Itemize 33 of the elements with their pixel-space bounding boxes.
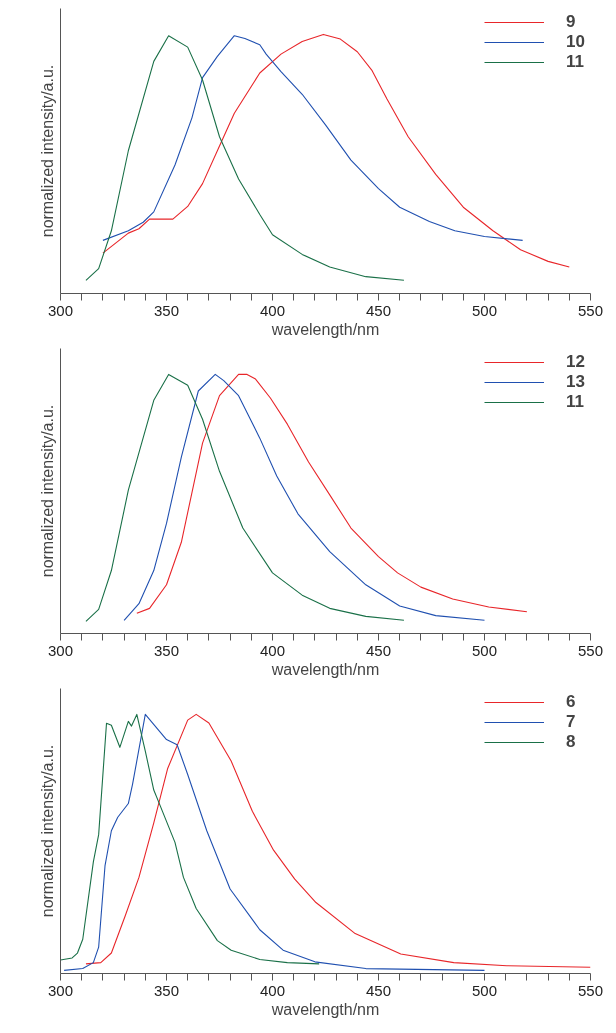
legend-label: 7 xyxy=(566,712,577,732)
x-axis-title: wavelength/nm xyxy=(270,320,380,338)
legend-label: 13 xyxy=(566,372,586,392)
x-tick-label: 400 xyxy=(259,641,286,659)
x-tick-label: 300 xyxy=(47,641,74,659)
x-tick-label: 500 xyxy=(471,641,498,659)
x-axis-title: wavelength/nm xyxy=(270,1000,380,1018)
legend-label: 8 xyxy=(566,732,577,752)
x-tick-label: 350 xyxy=(153,981,180,999)
x-tick-label: 450 xyxy=(365,641,392,659)
x-tick-label: 350 xyxy=(153,641,180,659)
legend-label: 6 xyxy=(566,692,577,712)
x-tick-label: 550 xyxy=(577,981,604,999)
y-axis-title: normalized intensity/a.u. xyxy=(38,64,56,238)
x-tick-label: 450 xyxy=(365,981,392,999)
x-tick-label: 550 xyxy=(577,641,604,659)
x-tick-label: 500 xyxy=(471,301,498,319)
x-axis-title: wavelength/nm xyxy=(270,660,380,678)
x-tick-label: 400 xyxy=(259,301,286,319)
x-tick-label: 450 xyxy=(365,301,392,319)
x-tick-label: 550 xyxy=(577,301,604,319)
x-tick-label: 300 xyxy=(47,301,74,319)
x-tick-label: 300 xyxy=(47,981,74,999)
legend-label: 10 xyxy=(566,32,586,52)
x-tick-label: 350 xyxy=(153,301,180,319)
x-tick-label: 500 xyxy=(471,981,498,999)
legend-label: 9 xyxy=(566,12,577,32)
legend-label: 11 xyxy=(566,392,585,412)
y-axis-title: normalized intensity/a.u. xyxy=(38,744,56,918)
legend-label: 12 xyxy=(566,352,586,372)
x-tick-label: 400 xyxy=(259,981,286,999)
legend-label: 11 xyxy=(566,52,585,72)
y-axis-title: normalized intensity/a.u. xyxy=(38,404,56,578)
